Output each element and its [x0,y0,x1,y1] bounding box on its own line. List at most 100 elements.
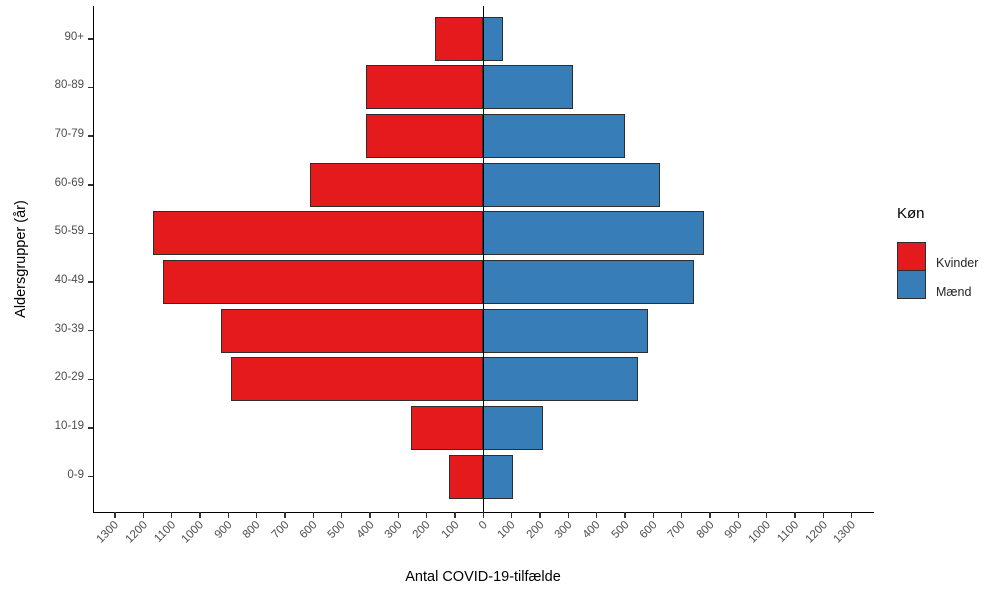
x-tick-label: 1000 [746,519,774,546]
bar-maend-10-19 [483,406,543,450]
x-tick-label: 1000 [179,519,207,546]
x-tick-label: 400 [581,519,604,542]
x-tick-label: 1200 [803,519,830,546]
x-tick [794,512,796,518]
x-tick-label: 800 [241,519,264,542]
y-tick-label: 80-89 [54,79,84,92]
y-tick [87,329,93,332]
y-tick [87,38,93,40]
x-tick [114,512,116,518]
bar-kvinder-60-69 [310,162,484,207]
x-tick-label: 900 [212,519,235,542]
x-axis-title: Antal COVID-19-tilfælde [405,569,561,585]
bar-kvinder-0-9 [449,454,484,499]
y-tick [87,232,93,235]
x-tick-label: 1100 [775,519,802,545]
x-tick-label: 200 [524,519,547,542]
legend-label-maend: Mænd [936,285,972,299]
bar-kvinder-70-79 [365,114,484,159]
x-tick [369,512,371,518]
x-tick [822,512,825,518]
y-tick [87,86,93,89]
bar-kvinder-50-59 [153,211,484,256]
x-tick [595,512,598,518]
x-tick-label: 700 [666,519,689,542]
y-tick-label: 60-69 [54,176,84,189]
bar-kvinder-10-19 [411,406,484,450]
x-tick-label: 500 [609,519,632,542]
bar-maend-40-49 [483,260,695,305]
x-tick [340,512,343,518]
bar-maend-90+ [483,16,504,61]
y-tick [87,475,93,478]
bar-kvinder-20-29 [231,357,484,402]
bar-maend-30-39 [483,308,648,353]
zero-reference-line [482,6,485,512]
y-tick [87,281,93,283]
legend: Køn Kvinder Mænd [897,205,978,299]
x-tick [624,512,626,518]
bar-kvinder-80-89 [365,65,484,110]
x-tick [227,512,230,518]
x-tick-label: 900 [722,519,745,542]
x-tick [170,512,173,518]
x-tick [284,512,286,518]
x-tick [737,512,740,518]
x-tick [652,512,655,518]
y-tick-label: 50-59 [54,225,84,238]
x-tick [567,512,570,518]
x-tick [425,512,428,518]
x-tick-label: 500 [326,519,349,542]
legend-swatch-kvinder [897,242,926,271]
x-tick-label: 700 [269,519,292,542]
x-tick-label: 1200 [123,519,150,546]
x-tick-label: 300 [552,519,575,542]
x-tick [397,512,400,518]
legend-swatches [897,242,926,299]
x-tick-label: 200 [411,519,434,542]
bar-kvinder-90+ [435,16,484,61]
x-tick [454,512,456,518]
x-tick-label: 1300 [94,519,122,546]
bar-maend-60-69 [483,162,661,207]
y-axis-title: Aldersgrupper (år) [13,200,29,318]
bar-maend-70-79 [483,114,625,159]
legend-label-kvinder: Kvinder [936,256,979,270]
x-tick [142,512,145,518]
x-tick [709,512,711,518]
bar-kvinder-30-39 [221,308,484,353]
x-tick-label: 600 [637,519,660,542]
bar-kvinder-40-49 [163,260,484,305]
legend-swatch-maend [897,269,926,299]
x-tick [255,512,258,518]
y-tick-label: 40-49 [54,274,84,287]
y-tick [87,184,93,186]
legend-title: Køn [897,205,925,222]
x-tick [312,512,315,518]
y-tick-label: 20-29 [54,371,84,384]
x-tick-label: 600 [297,519,320,542]
x-tick [539,512,541,518]
y-tick [87,427,93,429]
y-tick-label: 10-19 [54,420,84,432]
y-tick [87,378,93,381]
bar-maend-80-89 [483,65,573,110]
x-tick-label: 400 [354,519,377,542]
x-tick-label: 1100 [152,519,179,545]
x-tick-label: 100 [496,519,519,542]
x-tick [850,512,853,518]
x-tick-label: 300 [382,519,405,542]
x-tick-label: 800 [694,519,717,542]
x-tick-label: 100 [439,519,462,542]
x-tick [510,512,513,518]
x-tick [482,512,485,518]
y-tick-label: 70-79 [54,128,84,141]
x-tick-label: 1300 [831,519,859,546]
bar-maend-50-59 [483,211,705,256]
y-tick-label: 90+ [64,30,84,43]
bar-maend-20-29 [483,357,638,402]
x-tick [199,512,201,518]
x-tick [680,512,683,518]
y-tick-label: 30-39 [54,322,84,335]
